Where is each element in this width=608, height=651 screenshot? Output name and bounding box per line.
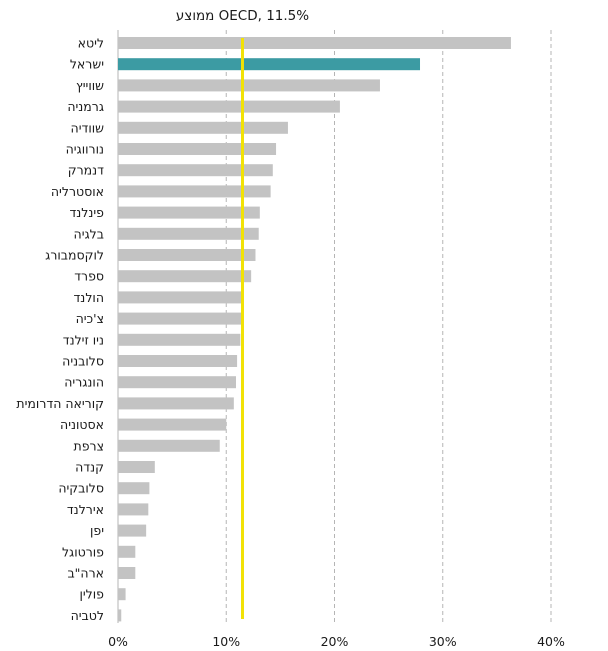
- bar: [118, 37, 511, 49]
- category-label: סלובקיה: [58, 481, 104, 496]
- bar: [118, 227, 259, 240]
- oecd-average-label: ממוצע OECD, 11.5%: [176, 8, 309, 24]
- category-label: פורטוגל: [62, 544, 104, 559]
- x-tick-label: 20%: [321, 634, 349, 649]
- bar: [118, 270, 252, 283]
- bar: [118, 567, 136, 579]
- bar: [118, 291, 244, 304]
- bar: [118, 312, 242, 325]
- grid-lines: [117, 30, 552, 623]
- category-label: נורווגיה: [66, 142, 104, 157]
- bar: [118, 249, 256, 261]
- category-label: שווייץ: [76, 78, 104, 93]
- category-label: אסטוניה: [60, 417, 104, 432]
- category-label: שוודיה: [71, 120, 105, 135]
- category-label: ישראל: [70, 57, 104, 72]
- category-labels: ליטא ישראל שווייץ גרמניה שוודיה נורווגיה דנמרק…: [16, 36, 104, 623]
- category-label: צרפת: [74, 438, 105, 453]
- x-tick-label: 0%: [108, 634, 128, 649]
- category-label: דנמרק: [68, 163, 104, 178]
- reference-line-group: ממוצע OECD, 11.5%: [176, 8, 309, 619]
- category-label: אוסטרליה: [51, 184, 104, 199]
- category-label: קוריאה הדרומית: [16, 396, 104, 411]
- bar: [118, 121, 288, 134]
- bar: [118, 609, 122, 622]
- category-label: קנדה: [75, 460, 104, 475]
- bar: [118, 58, 421, 71]
- category-label: סלובניה: [62, 354, 104, 369]
- category-label: הולנד: [73, 290, 104, 305]
- x-tick-label: 30%: [429, 634, 457, 649]
- bar: [118, 185, 271, 198]
- category-label: בלגיה: [74, 226, 104, 241]
- x-tick-label: 10%: [212, 634, 240, 649]
- x-tick-label: 40%: [537, 634, 565, 649]
- bar: [118, 79, 380, 92]
- bar: [118, 333, 241, 346]
- category-label: לוקסמבורג: [45, 248, 104, 263]
- bar: [118, 461, 155, 473]
- bar: [118, 439, 220, 452]
- bar: [118, 164, 273, 177]
- category-label: גרמניה: [67, 99, 104, 114]
- bar: [118, 376, 236, 389]
- category-label: לטביה: [71, 608, 104, 623]
- bar: [118, 143, 277, 155]
- category-label: פינלנד: [69, 205, 104, 220]
- bar: [118, 524, 147, 537]
- bar: [118, 545, 136, 558]
- category-label: ליטא: [78, 36, 104, 51]
- category-label: יפן: [90, 523, 104, 538]
- bar: [118, 100, 340, 113]
- bar: [118, 206, 260, 219]
- category-label: אירלנד: [67, 502, 104, 517]
- category-label: ספרד: [74, 269, 104, 284]
- bar: [118, 588, 126, 601]
- category-label: פולין: [79, 587, 104, 602]
- category-label: הונגריה: [64, 375, 104, 390]
- category-label: ניו זילנד: [63, 332, 104, 347]
- category-label: ארה"ב: [67, 566, 104, 581]
- bar: [118, 503, 149, 516]
- x-axis-tick-labels: 0% 10% 20% 30% 40%: [108, 634, 565, 649]
- bar: [118, 418, 227, 431]
- bar: [118, 482, 150, 495]
- bar: [118, 355, 238, 367]
- bar: [118, 397, 234, 410]
- category-label: צ'כיה: [76, 311, 104, 326]
- bars: [118, 37, 511, 622]
